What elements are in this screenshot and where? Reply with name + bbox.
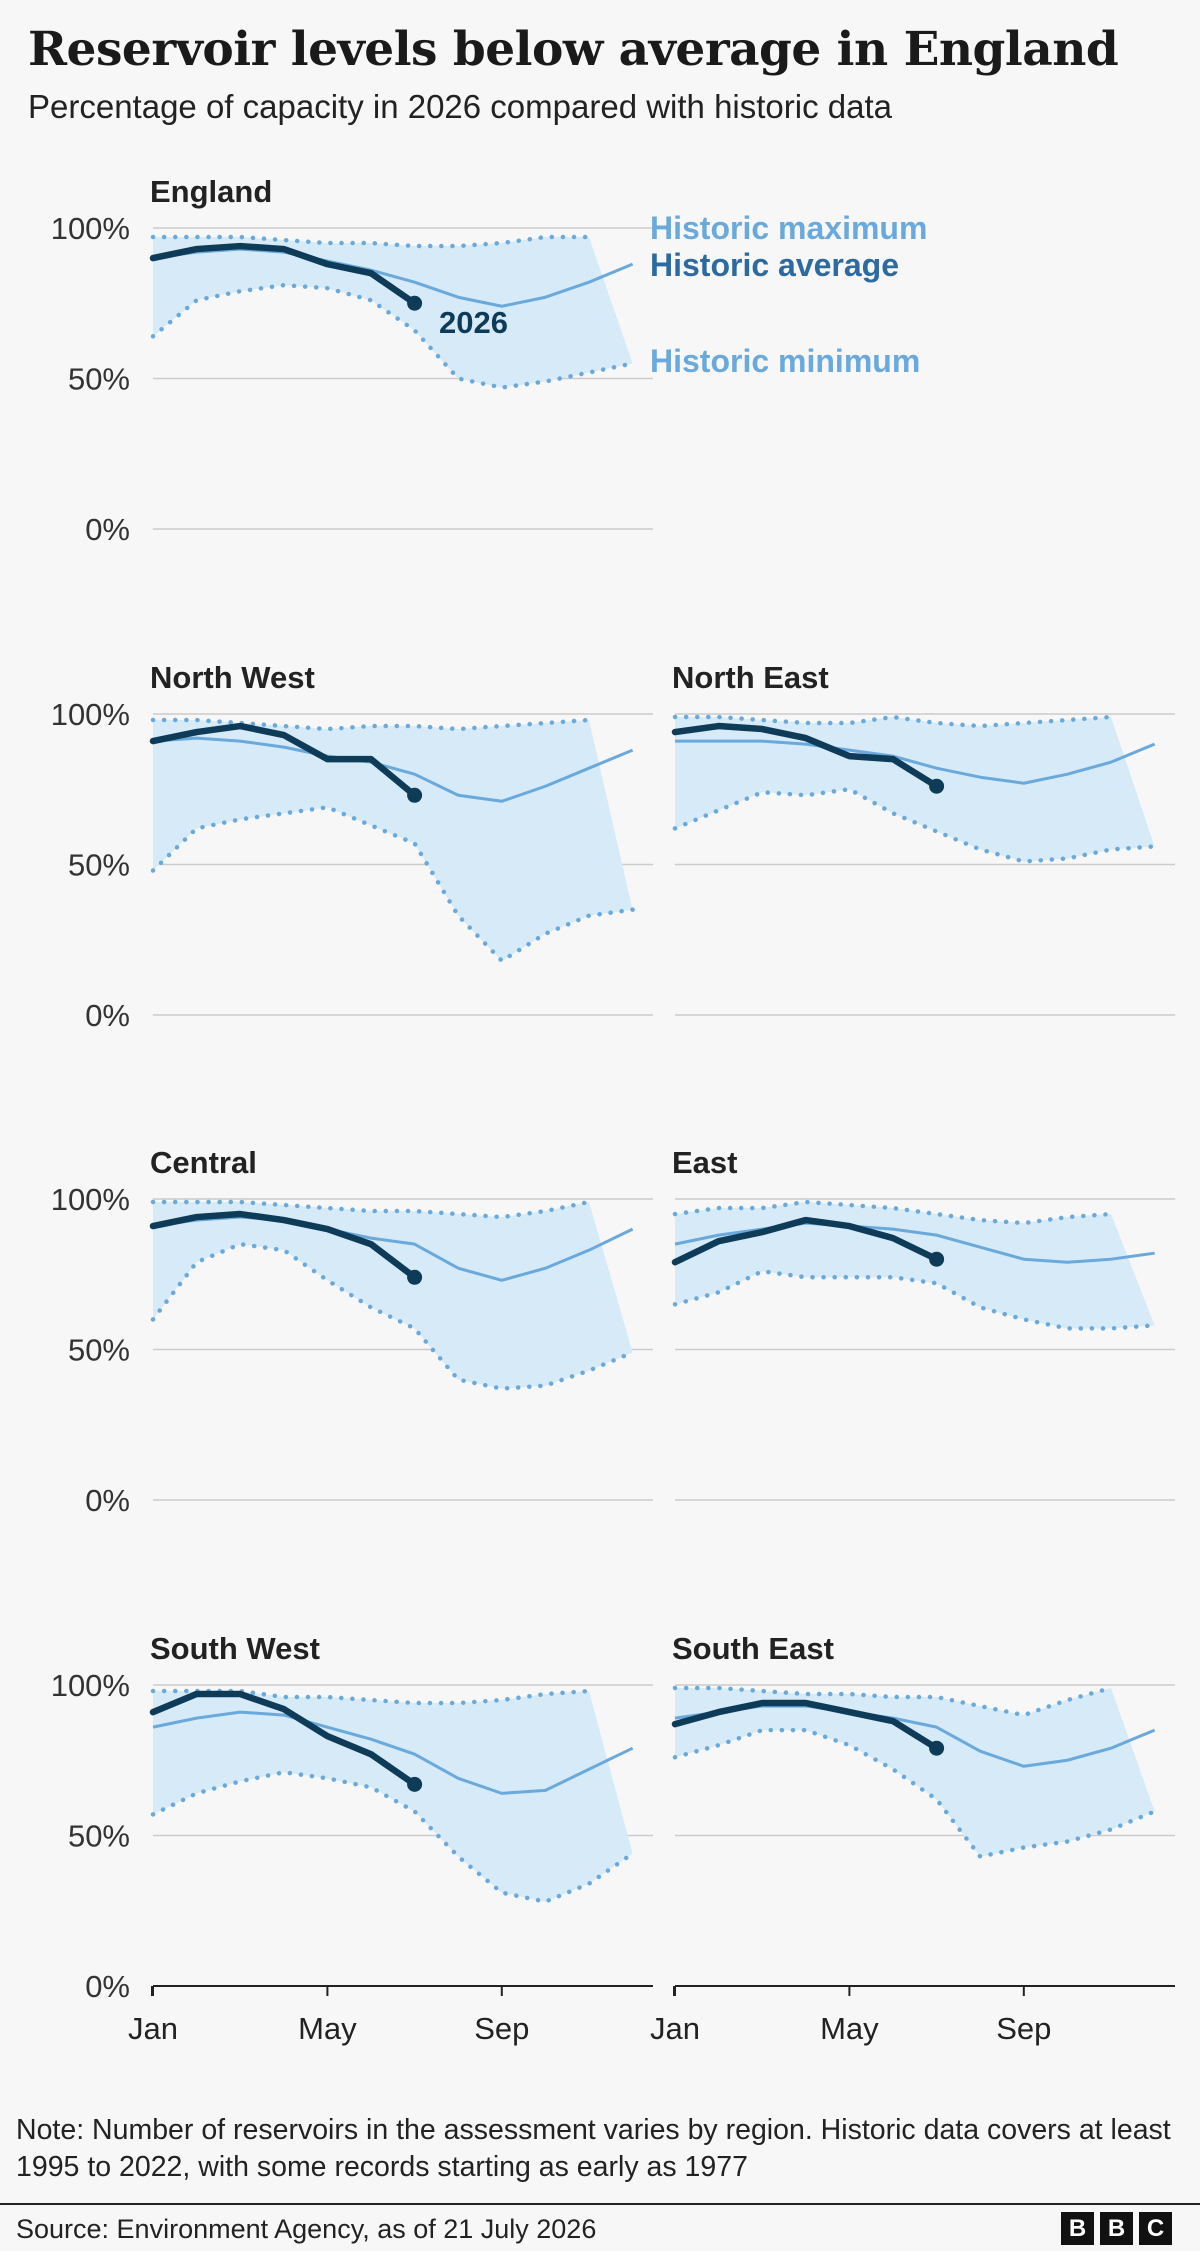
current-year-line (671, 1216, 940, 1266)
y-tick-label: 0% (85, 1969, 130, 2004)
current-year-endpoint (407, 1269, 423, 1285)
current-year-line (149, 1210, 418, 1281)
current-year-line (149, 1690, 418, 1788)
panel-title: South West (150, 1631, 320, 1666)
y-tick-label: 100% (51, 1668, 130, 1703)
historic-minimum-line (672, 786, 1157, 864)
historic-average-line (675, 739, 1156, 785)
historic-range-band (675, 1688, 1155, 1857)
y-tick-label: 50% (68, 1819, 130, 1854)
current-year-line (671, 722, 940, 790)
footer-divider (0, 2203, 1200, 2205)
y-tick-label: 100% (51, 1182, 130, 1217)
legend-historic-minimum: Historic minimum (650, 343, 920, 379)
historic-range-band (153, 1202, 633, 1389)
bbc-logo: B B C (1061, 2212, 1172, 2245)
current-year-endpoint (929, 1740, 945, 1756)
historic-range-band (153, 237, 633, 388)
x-tick-label: Jan (128, 2011, 178, 2046)
y-tick-label: 0% (85, 1483, 130, 1518)
current-year-line (149, 242, 418, 307)
x-tick-label: Jan (650, 2011, 700, 2046)
historic-range-band (675, 717, 1155, 862)
y-tick-label: 50% (68, 1333, 130, 1368)
bbc-logo-letter: B (1061, 2212, 1094, 2245)
footnote: Note: Number of reservoirs in the assess… (16, 2114, 1171, 2183)
historic-minimum-line (672, 1727, 1157, 1860)
x-tick-label: May (298, 2011, 357, 2046)
historic-range-band (675, 1202, 1155, 1329)
panel-title: North West (150, 660, 315, 695)
historic-maximum-line (672, 714, 1114, 729)
current-year-endpoint (407, 295, 423, 311)
historic-minimum-line (150, 804, 635, 964)
historic-maximum-line (150, 1688, 592, 1706)
panel-title: Central (150, 1145, 257, 1180)
panel-title: England (150, 174, 272, 209)
y-tick-label: 50% (68, 362, 130, 397)
panel-title: East (672, 1145, 737, 1180)
y-tick-label: 100% (51, 211, 130, 246)
current-year-line (149, 722, 418, 799)
y-tick-label: 0% (85, 998, 130, 1033)
historic-range-band (153, 720, 633, 961)
current-year-endpoint (407, 1776, 423, 1792)
current-year-endpoint (929, 778, 945, 794)
x-tick-label: May (820, 2011, 879, 2046)
historic-maximum-line (672, 1199, 1114, 1226)
historic-minimum-line (150, 1241, 635, 1391)
historic-maximum-line (672, 1685, 1114, 1718)
y-tick-label: 100% (51, 697, 130, 732)
current-year-endpoint (407, 787, 423, 803)
x-tick-label: Sep (996, 2011, 1051, 2046)
x-tick-label: Sep (474, 2011, 529, 2046)
panel-title: South East (672, 1631, 834, 1666)
legend-historic-average: Historic average (650, 247, 899, 283)
chart-title: Reservoir levels below average in Englan… (28, 22, 1119, 77)
bbc-logo-letter: C (1139, 2212, 1172, 2245)
historic-average-line (674, 1221, 1155, 1264)
chart-subtitle: Percentage of capacity in 2026 compared … (28, 88, 892, 125)
current-year-endpoint (929, 1251, 945, 1267)
current-year-line (671, 1699, 940, 1752)
panel-title: North East (672, 660, 829, 695)
source-credit: Source: Environment Agency, as of 21 Jul… (16, 2214, 597, 2244)
legend-2026: 2026 (439, 305, 508, 340)
historic-average-line (152, 736, 634, 803)
y-tick-label: 0% (85, 512, 130, 547)
y-tick-label: 50% (68, 848, 130, 883)
historic-average-line (152, 1710, 634, 1795)
bbc-logo-letter: B (1100, 2212, 1133, 2245)
historic-range-band (153, 1691, 633, 1902)
legend-historic-maximum: Historic maximum (650, 210, 927, 246)
